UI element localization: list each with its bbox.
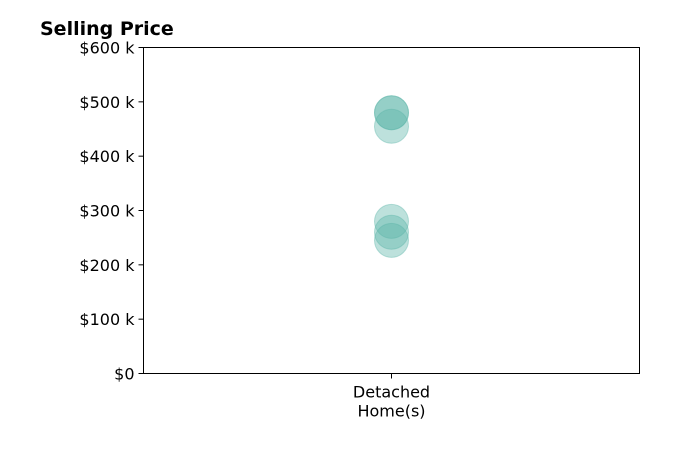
x-tick-label: Detached bbox=[353, 383, 430, 402]
data-point bbox=[374, 95, 409, 131]
chart-title: Selling Price bbox=[40, 18, 174, 40]
y-tick-label: $0 bbox=[114, 365, 134, 384]
y-axis: $0 $100 k $200 k $300 k $400 k $500 k $600 k bbox=[79, 39, 144, 384]
y-tick-label: $500 k bbox=[79, 93, 135, 112]
data-point bbox=[374, 222, 409, 258]
y-tick-label: $200 k bbox=[79, 256, 135, 275]
y-tick-label: $100 k bbox=[79, 310, 135, 329]
y-tick-label: $600 k bbox=[79, 39, 135, 58]
x-tick-label: Home(s) bbox=[357, 402, 425, 421]
y-tick-label: $300 k bbox=[79, 202, 135, 221]
data-points bbox=[374, 95, 409, 258]
data-point bbox=[374, 108, 409, 144]
data-point bbox=[374, 214, 409, 250]
data-point bbox=[374, 95, 409, 131]
y-tick-label: $400 k bbox=[79, 147, 135, 166]
plot-area-frame bbox=[143, 47, 640, 374]
data-point bbox=[374, 203, 409, 239]
